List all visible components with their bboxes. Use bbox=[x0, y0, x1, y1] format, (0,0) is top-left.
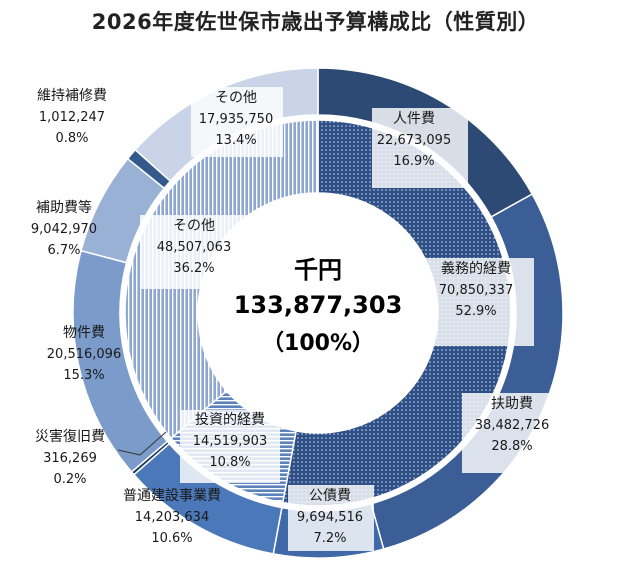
outer-label-1-percent: 28.8% bbox=[491, 439, 532, 454]
outer-label-3-percent: 10.6% bbox=[151, 531, 192, 546]
inner-label-2: その他 48,507,063 36.2% bbox=[140, 215, 250, 289]
inner-label-0: 義務的経費 70,850,337 52.9% bbox=[418, 258, 534, 346]
outer-label-0-value: 22,673,095 bbox=[377, 133, 451, 148]
inner-label-2-name: その他 bbox=[173, 218, 215, 234]
inner-label-1-box bbox=[180, 410, 280, 483]
outer-label-1-box bbox=[462, 393, 564, 473]
outer-label-0: 人件費 22,673,095 16.9% bbox=[372, 108, 468, 188]
outer-label-7: 維持補修費 1,012,247 0.8% bbox=[37, 88, 107, 146]
inner-label-1-name: 投資的経費 bbox=[195, 412, 265, 428]
inner-label-0-name: 義務的経費 bbox=[441, 260, 511, 277]
leader-line-disaster bbox=[117, 449, 141, 456]
center-total-value: 133,877,303 bbox=[234, 291, 403, 319]
leader-lines bbox=[117, 431, 167, 456]
outer-label-2: 公債費 9,694,516 7.2% bbox=[288, 485, 374, 551]
outer-label-8: その他 17,935,750 13.4% bbox=[191, 87, 283, 157]
outer-label-7-value: 1,012,247 bbox=[39, 110, 105, 125]
inner-label-2-percent: 36.2% bbox=[173, 261, 214, 276]
outer-label-5-value: 20,516,096 bbox=[47, 347, 121, 362]
outer-label-8-percent: 13.4% bbox=[215, 133, 256, 148]
inner-label-2-value: 48,507,063 bbox=[157, 240, 231, 255]
outer-label-6-value: 9,042,970 bbox=[31, 222, 97, 237]
center-percent: （100%） bbox=[262, 331, 374, 356]
outer-label-4: 災害復旧費 316,269 0.2% bbox=[35, 428, 105, 487]
outer-label-2-percent: 7.2% bbox=[313, 531, 346, 546]
inner-label-1-percent: 10.8% bbox=[209, 455, 250, 470]
outer-label-4-name: 災害復旧費 bbox=[35, 428, 105, 445]
inner-label-0-percent: 52.9% bbox=[455, 304, 496, 319]
outer-label-8-box bbox=[191, 87, 283, 157]
inner-label-1: 投資的経費 14,519,903 10.8% bbox=[180, 410, 280, 483]
outer-label-8-value: 17,935,750 bbox=[199, 112, 273, 127]
outer-label-2-value: 9,694,516 bbox=[297, 510, 363, 525]
outer-label-0-box bbox=[372, 108, 468, 188]
inner-label-0-value: 70,850,337 bbox=[439, 283, 513, 298]
outer-label-2-name: 公債費 bbox=[309, 488, 351, 504]
outer-label-5-percent: 15.3% bbox=[63, 368, 104, 383]
leader-line-disaster-2 bbox=[139, 431, 167, 456]
outer-label-2-box bbox=[288, 485, 374, 551]
outer-label-3-name: 普通建設事業費 bbox=[123, 488, 221, 504]
outer-label-7-name: 維持補修費 bbox=[37, 88, 107, 104]
outer-label-4-value: 316,269 bbox=[43, 451, 97, 466]
outer-label-6-name: 補助費等 bbox=[36, 199, 92, 216]
outer-label-1-name: 扶助費 bbox=[491, 396, 533, 412]
inner-label-2-box bbox=[140, 215, 250, 289]
outer-label-3: 普通建設事業費 14,203,634 10.6% bbox=[123, 488, 221, 546]
outer-label-8-name: その他 bbox=[215, 90, 257, 106]
inner-label-1-value: 14,519,903 bbox=[193, 434, 267, 449]
center-total: 千円 133,877,303 （100%） bbox=[234, 256, 403, 356]
inner-slice-2 bbox=[124, 119, 319, 440]
outer-label-0-name: 人件費 bbox=[393, 111, 435, 127]
outer-label-0-percent: 16.9% bbox=[393, 154, 434, 169]
outer-label-5: 物件費 20,516,096 15.3% bbox=[47, 325, 121, 383]
slice-labels: 人件費 22,673,095 16.9% 扶助費 38,482,726 28.8% 公債費 9… bbox=[31, 87, 564, 551]
inner-label-0-box bbox=[418, 258, 534, 346]
outer-label-4-percent: 0.2% bbox=[53, 472, 86, 487]
outer-label-1-value: 38,482,726 bbox=[475, 418, 549, 433]
outer-label-3-value: 14,203,634 bbox=[135, 510, 209, 525]
outer-label-6: 補助費等 9,042,970 6.7% bbox=[31, 199, 97, 258]
outer-label-1: 扶助費 38,482,726 28.8% bbox=[462, 393, 564, 473]
outer-label-6-percent: 6.7% bbox=[47, 243, 80, 258]
outer-label-7-percent: 0.8% bbox=[55, 131, 88, 146]
outer-label-5-name: 物件費 bbox=[63, 325, 105, 341]
chart-title: 2026年度佐世保市歳出予算構成比（性質別） bbox=[91, 10, 540, 34]
center-unit: 千円 bbox=[294, 256, 342, 284]
